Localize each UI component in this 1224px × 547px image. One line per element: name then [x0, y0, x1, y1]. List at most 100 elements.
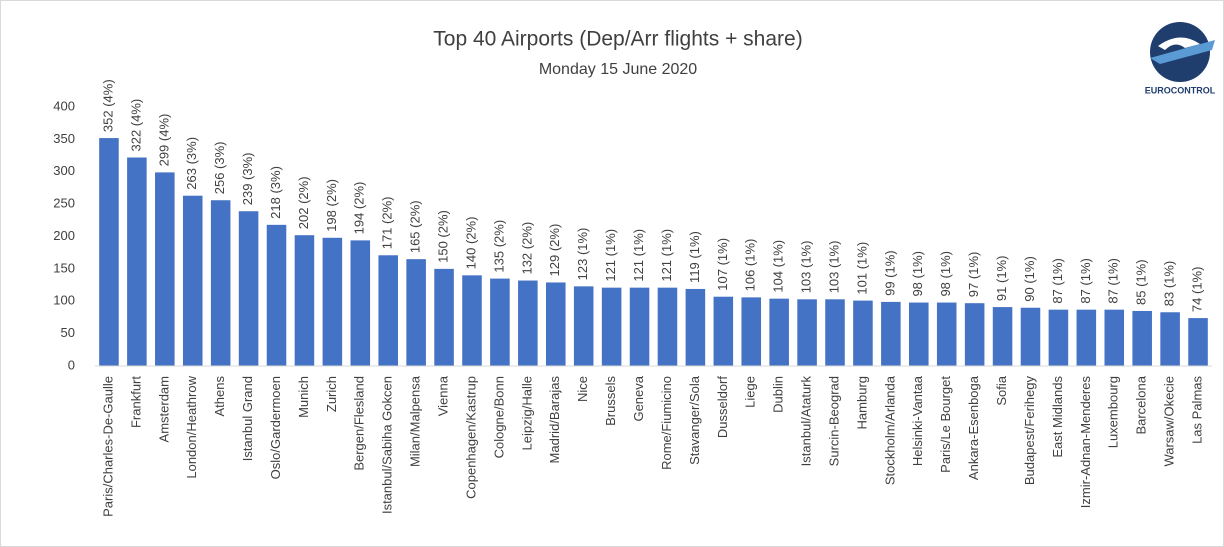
bar [657, 287, 678, 366]
data-label: 123 (1%) [575, 228, 590, 281]
x-tick-label: Istanbul/Ataturk [799, 376, 814, 467]
bar [350, 240, 371, 366]
data-label: 132 (2%) [519, 222, 534, 275]
data-label: 140 (2%) [463, 217, 478, 270]
x-tick-label: Oslo/Gardermoen [268, 376, 283, 479]
bar [266, 224, 287, 366]
logo: EUROCONTROL [1145, 22, 1216, 95]
y-tick-label: 100 [53, 293, 75, 308]
data-label: 135 (2%) [491, 220, 506, 273]
bar [853, 300, 873, 366]
bar [573, 286, 594, 366]
y-tick-label: 150 [53, 260, 75, 275]
x-tick-label: Frankfurt [128, 376, 143, 428]
bar [406, 259, 426, 366]
bar [210, 200, 231, 366]
data-label: 165 (2%) [408, 200, 423, 253]
bar [322, 237, 343, 366]
y-tick-label: 400 [53, 98, 75, 113]
bar [99, 138, 119, 366]
data-label: 202 (2%) [296, 176, 311, 229]
data-label: 299 (4%) [156, 114, 171, 167]
data-label: 198 (2%) [324, 179, 339, 232]
bar [1188, 318, 1208, 366]
x-tick-label: Madrid/Barajas [547, 376, 562, 464]
bar [1048, 309, 1069, 366]
x-tick-label: Surcin-Beograd [826, 376, 841, 466]
x-tick-label: Geneva [631, 375, 646, 421]
data-label: 103 (1%) [826, 241, 841, 294]
x-tick-label: Warsaw/Okecie [1162, 376, 1177, 467]
data-label: 119 (1%) [687, 231, 702, 283]
bar [1104, 309, 1125, 366]
x-tick-label: Copenhagen/Kastrup [463, 376, 478, 499]
bar [462, 275, 482, 366]
data-label: 322 (4%) [128, 99, 143, 152]
bar [685, 288, 706, 366]
bar [1076, 309, 1097, 366]
x-tick-label: Nice [575, 376, 590, 402]
chart-subtitle: Monday 15 June 2020 [539, 61, 697, 78]
x-tick-label: Istanbul Grand [240, 376, 255, 461]
y-tick-label: 0 [68, 357, 75, 372]
data-label: 98 (1%) [938, 251, 953, 297]
data-label: 121 (1%) [603, 229, 618, 282]
bar [964, 303, 985, 366]
bar [881, 301, 901, 366]
bar [545, 282, 566, 366]
data-label: 150 (2%) [436, 210, 451, 263]
x-tick-label: Luxembourg [1106, 376, 1121, 448]
data-label: 99 (1%) [882, 250, 897, 296]
logo-mark [1158, 37, 1200, 50]
bar [1132, 310, 1152, 366]
bar [127, 157, 147, 366]
data-label: 256 (3%) [212, 141, 227, 194]
data-label: 239 (3%) [240, 152, 255, 205]
x-tick-label: Milan/Malpensa [408, 375, 423, 467]
data-label: 194 (2%) [352, 182, 367, 235]
x-tick-label: Cologne/Bonn [491, 376, 506, 458]
bar [518, 280, 538, 366]
data-label: 103 (1%) [799, 241, 814, 294]
data-label: 263 (3%) [184, 137, 199, 190]
x-tick-label: Sofia [994, 375, 1009, 405]
x-tick-label: Zurich [324, 376, 339, 412]
y-tick-label: 50 [61, 325, 75, 340]
data-label: 101 (1%) [854, 242, 869, 295]
x-tick-label: Budapest/Ferihegy [1022, 376, 1037, 486]
data-label: 98 (1%) [910, 251, 925, 297]
x-tick-label: Liege [743, 376, 758, 408]
bar [155, 172, 175, 366]
x-tick-label: Dublin [771, 376, 786, 413]
x-tick-label: Paris/Charles-De-Gaulle [100, 376, 115, 517]
y-tick-label: 300 [53, 163, 75, 178]
data-label: 87 (1%) [1078, 258, 1093, 304]
x-tick-label: Brussels [603, 376, 618, 426]
bar [490, 278, 510, 366]
chart-title: Top 40 Airports (Dep/Arr flights + share… [433, 28, 802, 51]
bar [601, 287, 622, 366]
logo-text: EUROCONTROL [1145, 85, 1216, 95]
bar [182, 195, 203, 366]
x-tick-label: Las Palmas [1189, 376, 1204, 444]
bar [825, 299, 845, 366]
bar [434, 268, 454, 366]
x-tick-label: Rome/Fiumicino [659, 376, 674, 470]
data-label: 74 (1%) [1189, 267, 1204, 313]
bar [936, 302, 957, 366]
x-tick-label: Barcelona [1134, 375, 1149, 434]
bar [378, 255, 398, 366]
bar [797, 299, 817, 366]
bar [909, 302, 929, 366]
data-label: 83 (1%) [1162, 261, 1177, 307]
x-tick-label: Stockholm/Arlanda [882, 375, 897, 485]
bar [769, 298, 789, 366]
logo-swoosh [1150, 40, 1215, 64]
x-tick-label: Amsterdam [156, 376, 171, 442]
x-tick-label: Paris/Le Bourget [938, 376, 953, 473]
x-tick-label: Helsinki-Vantaa [910, 375, 925, 466]
data-label: 218 (3%) [268, 166, 283, 219]
x-tick-label: Istanbul/Sabiha Gokcen [380, 376, 395, 514]
